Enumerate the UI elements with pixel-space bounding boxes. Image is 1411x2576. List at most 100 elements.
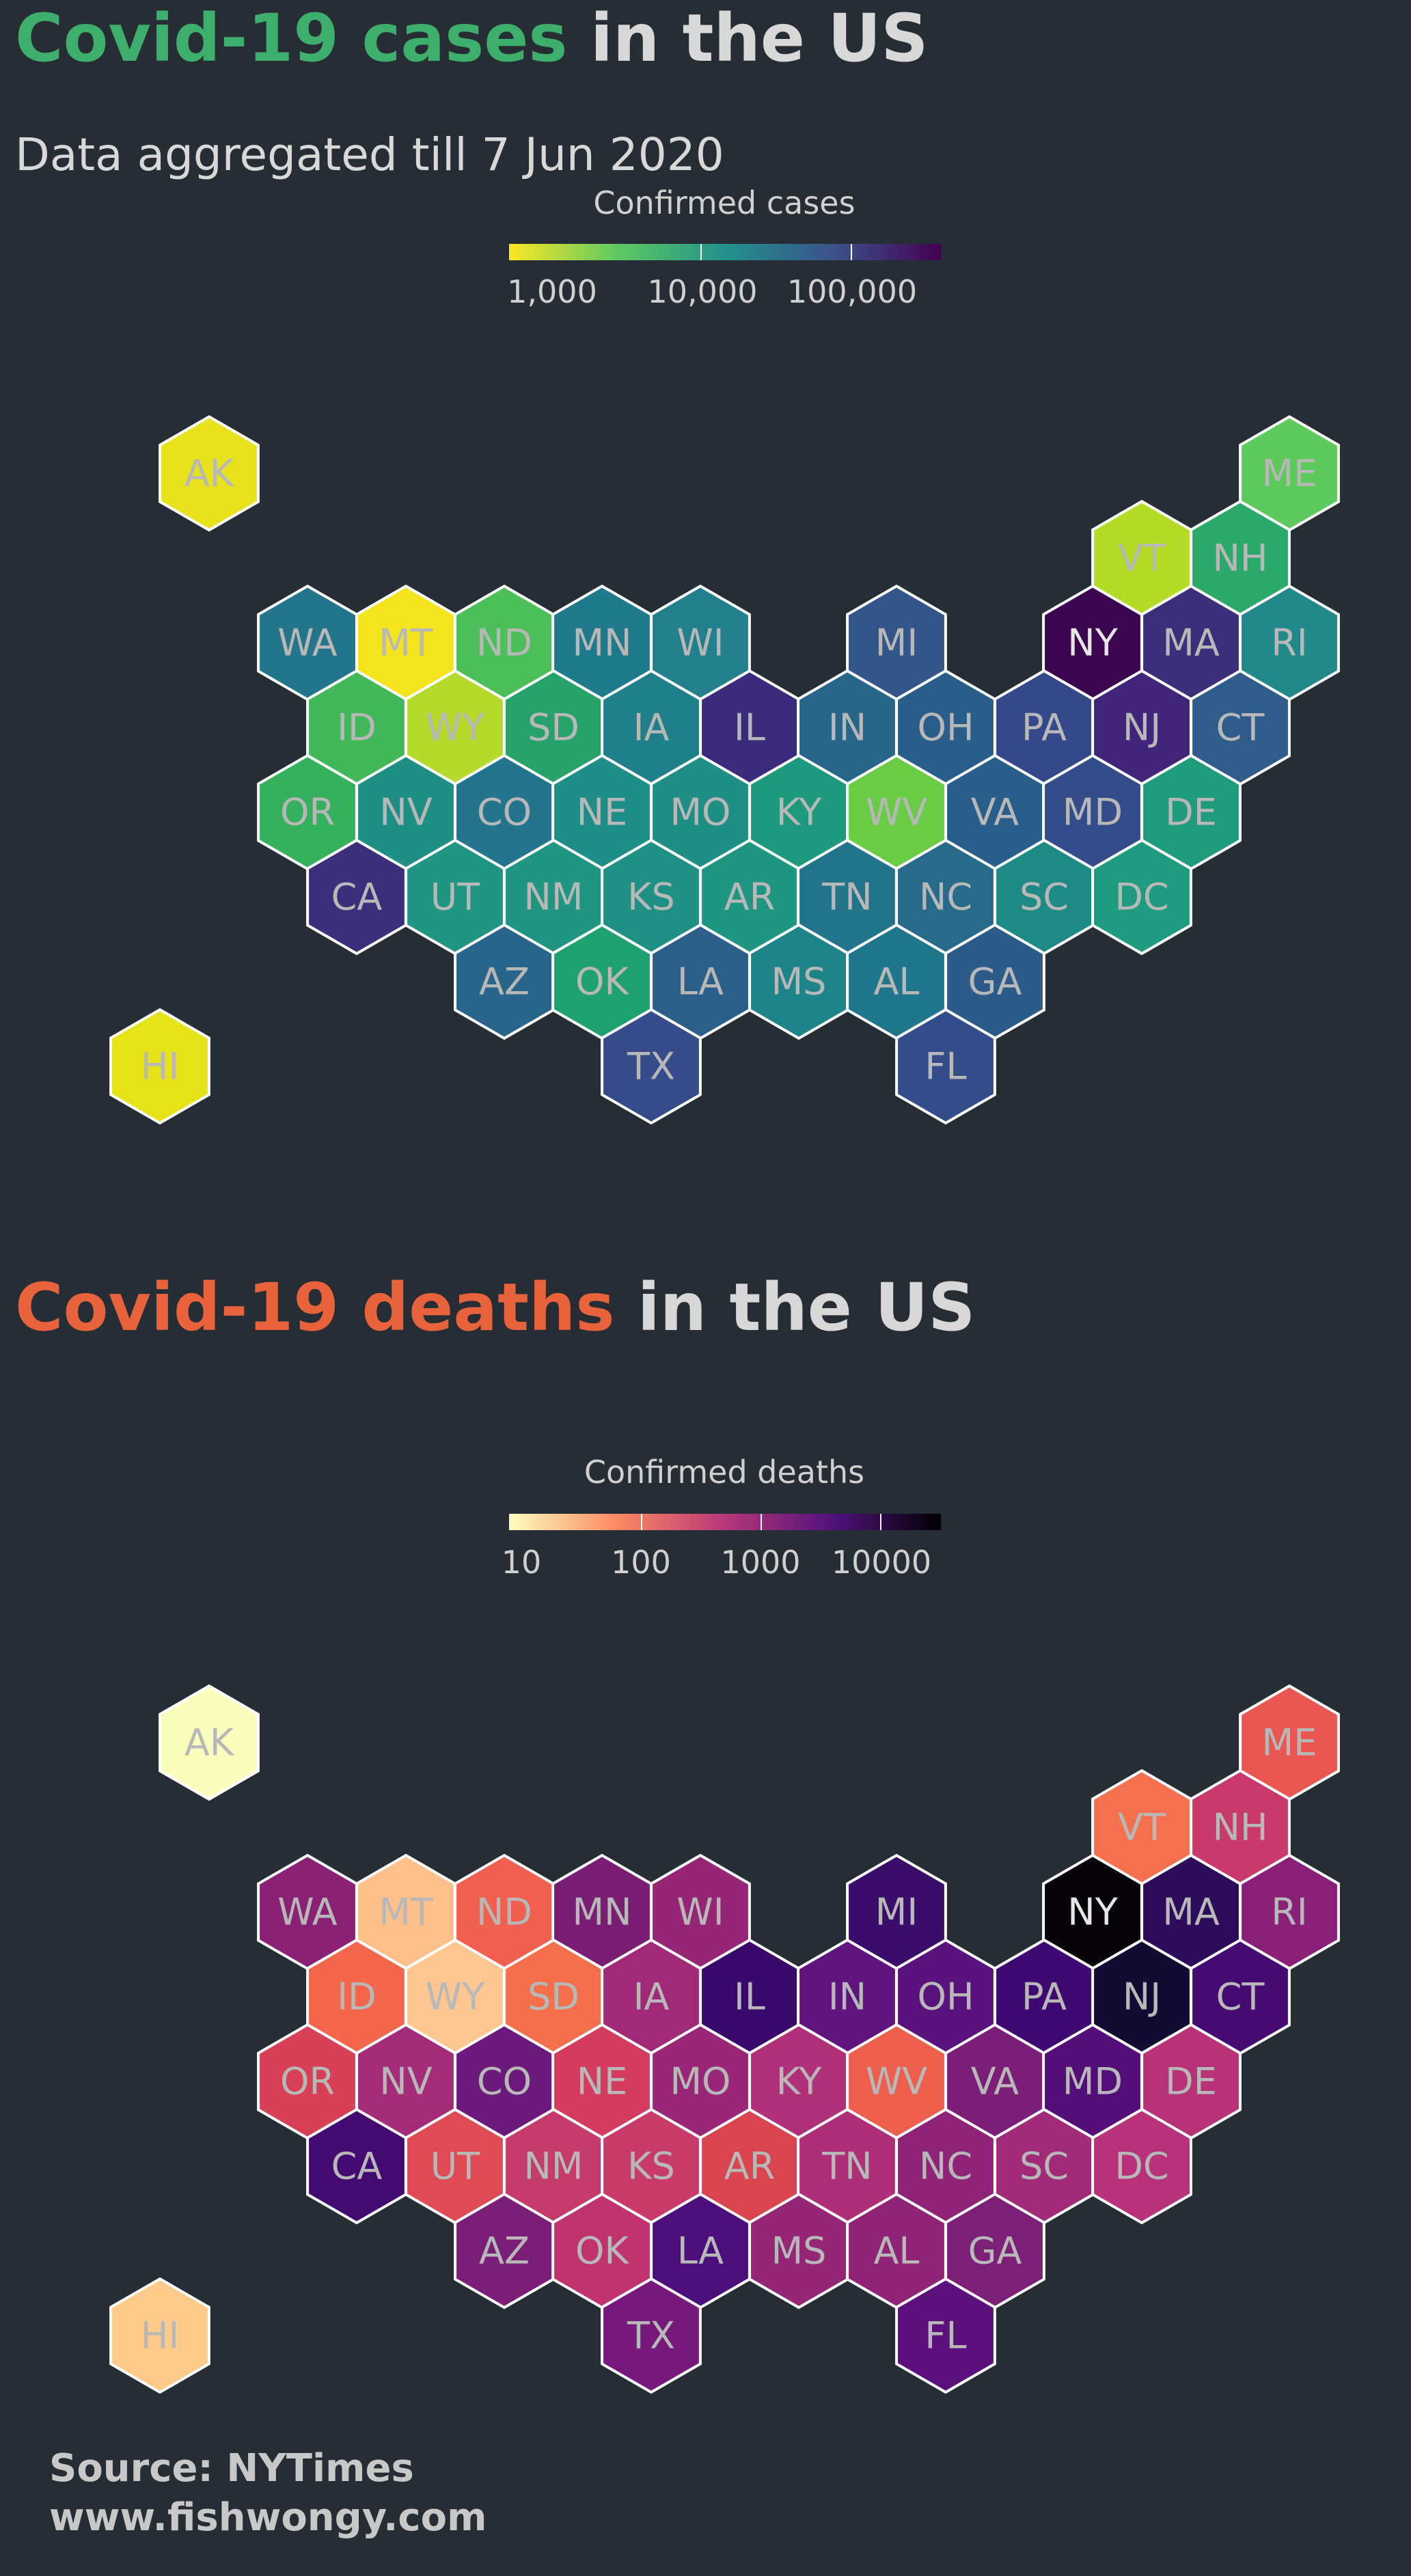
state-label: IL	[734, 706, 765, 749]
hex-tile	[895, 2277, 996, 2394]
cases-hex-mo: MO	[650, 753, 751, 871]
deaths-title-highlight: Covid-19 deaths	[15, 1269, 615, 1346]
state-label: GA	[968, 960, 1022, 1003]
state-label: OK	[575, 960, 630, 1003]
state-label: OK	[575, 2230, 630, 2273]
cases-hex-nc: NC	[895, 838, 996, 956]
cases-tick-label: 10,000	[647, 273, 758, 310]
state-label: MI	[875, 622, 918, 665]
state-label: NC	[919, 876, 972, 919]
deaths-tick-mark	[641, 1514, 642, 1530]
state-label: IN	[828, 706, 866, 749]
state-label: PA	[1022, 706, 1067, 749]
cases-hex-nj: NJ	[1091, 669, 1192, 786]
state-label: CA	[331, 2145, 383, 2188]
state-label: KS	[627, 2145, 675, 2188]
state-label: AK	[184, 452, 235, 495]
deaths-hex-me: ME	[1239, 1684, 1340, 1801]
state-label: NE	[577, 791, 628, 834]
state-label: VA	[971, 2060, 1019, 2103]
state-label: MI	[875, 1891, 918, 1934]
state-label: NV	[379, 2060, 432, 2103]
hex-tile	[601, 1008, 702, 1125]
source-credit: Source: NYTimes www.fishwongy.com	[49, 2444, 487, 2542]
deaths-tick-mark	[761, 1514, 762, 1530]
state-label: MD	[1063, 791, 1123, 834]
cases-legend-title: Confirmed cases	[593, 184, 855, 221]
state-label: TN	[821, 876, 872, 919]
state-label: TX	[627, 2314, 675, 2357]
state-label: FL	[924, 1045, 966, 1088]
deaths-hex-ky: KY	[748, 2023, 849, 2140]
state-label: NE	[577, 2060, 628, 2103]
state-label: CA	[331, 876, 383, 919]
state-label: MS	[771, 2230, 827, 2273]
cases-hex-ne: NE	[551, 753, 653, 871]
state-label: ID	[337, 706, 376, 749]
deaths-hex-ca: CA	[306, 2107, 407, 2225]
state-label: MS	[771, 960, 827, 1003]
state-label: OR	[280, 791, 335, 834]
state-label: CT	[1216, 706, 1265, 749]
cases-tick-label: 1,000	[507, 273, 597, 310]
state-label: WA	[277, 622, 337, 665]
hex-tile	[109, 2277, 210, 2394]
cases-hex-hi: HI	[109, 1008, 210, 1125]
state-label: CO	[477, 2060, 532, 2103]
cases-tick-mark	[700, 244, 702, 260]
hex-tile	[895, 1008, 996, 1125]
state-label: MT	[379, 1891, 434, 1934]
state-label: NY	[1067, 1891, 1118, 1934]
cases-hex-mi: MI	[846, 584, 947, 702]
state-label: FL	[924, 2314, 966, 2357]
deaths-hex-ct: CT	[1190, 1938, 1291, 2055]
state-label: WV	[866, 791, 927, 834]
hex-tile	[1091, 2107, 1192, 2225]
state-label: TN	[821, 2145, 872, 2188]
cases-hex-oh: OH	[895, 669, 996, 786]
state-label: SD	[528, 1976, 579, 2019]
state-label: NH	[1213, 537, 1268, 580]
state-label: MO	[670, 2060, 730, 2103]
cases-tick-label: 100,000	[786, 273, 918, 310]
state-label: UT	[430, 2145, 481, 2188]
state-label: KY	[776, 2060, 822, 2103]
cases-hex-me: ME	[1239, 415, 1340, 532]
cases-hex-fl: FL	[895, 1008, 996, 1125]
state-label: DE	[1165, 791, 1217, 834]
hex-tile	[159, 415, 260, 532]
deaths-hex-wi: WI	[650, 1853, 751, 1971]
state-label: ME	[1262, 1721, 1317, 1764]
state-label: WY	[426, 1976, 485, 2019]
cases-hex-ok: OK	[551, 923, 653, 1040]
state-label: NJ	[1123, 706, 1161, 749]
state-label: HI	[141, 1045, 180, 1088]
deaths-hex-ri: RI	[1239, 1853, 1340, 1971]
deaths-tick-label: 10000	[831, 1544, 932, 1581]
cases-hex-in: IN	[797, 669, 898, 786]
state-label: VT	[1118, 1806, 1166, 1849]
hex-tile	[601, 2277, 702, 2394]
deaths-hex-ar: AR	[699, 2107, 800, 2225]
deaths-hex-md: MD	[1042, 2023, 1143, 2140]
state-label: AL	[873, 2230, 919, 2273]
deaths-hex-tn: TN	[797, 2107, 898, 2225]
state-label: DE	[1165, 2060, 1217, 2103]
hex-tile	[109, 1008, 210, 1125]
state-label: NJ	[1123, 1976, 1161, 2019]
source-line: Source: NYTimes	[49, 2446, 414, 2491]
state-label: MD	[1063, 2060, 1123, 2103]
state-label: CT	[1216, 1976, 1265, 2019]
state-label: WA	[277, 1891, 337, 1934]
deaths-tick-label: 1000	[720, 1544, 801, 1581]
deaths-hex-ak: AK	[159, 1684, 260, 1801]
state-label: KY	[776, 791, 822, 834]
cases-hex-az: AZ	[454, 923, 555, 1040]
state-label: MT	[379, 622, 434, 665]
cases-hex-md: MD	[1042, 753, 1143, 871]
state-label: AK	[184, 1721, 235, 1764]
state-label: IL	[734, 1976, 765, 2019]
state-label: ID	[337, 1976, 376, 2019]
deaths-hex-ma: MA	[1140, 1853, 1242, 1971]
deaths-title-rest: in the US	[614, 1269, 976, 1346]
